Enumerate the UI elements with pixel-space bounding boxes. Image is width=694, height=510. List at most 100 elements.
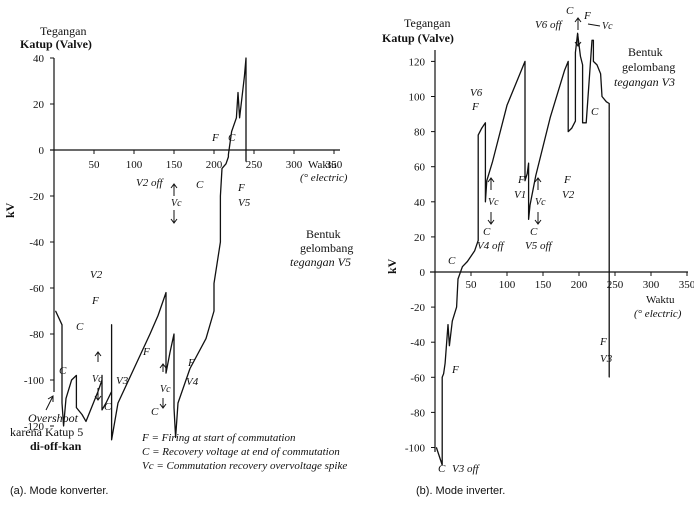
- a-arrow-up-3: [159, 363, 167, 372]
- a-overshoot-3: di-off-kan: [30, 439, 82, 453]
- b-series-line: [435, 32, 610, 466]
- b-ytick-label: 100: [409, 92, 426, 104]
- a-series-point: [244, 76, 245, 77]
- a-series-point: [213, 310, 215, 312]
- b-label-v6off: V6 off: [535, 19, 564, 31]
- a-series-point: [236, 117, 237, 119]
- b-series-point: [456, 306, 457, 308]
- a-series: [55, 57, 247, 441]
- a-series-point: [105, 402, 107, 404]
- a-label-f-4: F: [211, 132, 219, 144]
- a-xtick-label: 300: [286, 159, 303, 171]
- a-ytick-label: -60: [29, 283, 44, 295]
- a-xlabel-1: Waktu: [308, 159, 337, 171]
- b-xtick-label: 50: [466, 279, 478, 291]
- b-label-f-1: F: [471, 101, 479, 113]
- b-series-point: [461, 266, 463, 268]
- a-label-c-1: C: [76, 321, 84, 333]
- a-ytick-label: -120: [24, 421, 45, 433]
- a-series-point: [175, 437, 177, 438]
- b-label-c-5: C: [448, 255, 456, 267]
- b-series-point: [477, 134, 479, 136]
- a-overshoot-2: karena Katup 5: [10, 425, 83, 439]
- b-side-label-1: Bentuk: [628, 45, 663, 59]
- b-ylabel-title-1: Tegangan: [404, 16, 450, 30]
- b-series-point: [526, 173, 528, 175]
- a-caption: (a). Mode konverter.: [10, 485, 108, 497]
- a-series-point: [81, 414, 83, 415]
- a-series-point: [239, 117, 241, 119]
- b-ytick-label: -100: [405, 443, 426, 455]
- a-series-point: [173, 407, 175, 408]
- b-label-f-3: F: [563, 174, 571, 186]
- b-label-c-2: C: [530, 226, 538, 238]
- b-series-point: [486, 180, 488, 182]
- b-ytick-label: -40: [410, 337, 425, 349]
- a-ylabel-title-2: Katup (Valve): [20, 37, 92, 51]
- b-series-point: [608, 103, 610, 104]
- b-label-f-6: F: [599, 336, 607, 348]
- a-series-point: [111, 391, 112, 392]
- a-series-point: [111, 439, 112, 441]
- b-series: [435, 32, 610, 466]
- a-series-point: [149, 333, 151, 335]
- b-label-c-4: C: [591, 106, 599, 118]
- a-series-point: [221, 168, 223, 169]
- b-ytick-label: -20: [410, 302, 425, 314]
- a-xtick-label: 150: [166, 159, 183, 171]
- b-series-point: [549, 117, 551, 118]
- a-series-point: [213, 283, 215, 284]
- a-side-label-1: Bentuk: [306, 227, 341, 241]
- b-series-point: [528, 162, 529, 164]
- a-label-f-3: F: [187, 357, 195, 369]
- b-series-point: [567, 131, 569, 133]
- b-ytick-label: 40: [414, 197, 426, 209]
- b-series-point: [577, 32, 578, 34]
- b-series-point: [528, 218, 529, 220]
- a-series-point: [71, 379, 72, 381]
- a-label-vc-2: Vc: [160, 384, 171, 395]
- b-ytick-label: 20: [414, 232, 426, 244]
- a-series-point: [228, 156, 229, 158]
- b-label-f-2: F: [517, 174, 525, 186]
- b-y-ticks: 120 100 80 60 40 20 0 -20 -40 -60 -80 -100: [405, 56, 435, 455]
- b-series-point: [605, 101, 607, 103]
- a-series-point: [173, 333, 175, 335]
- a-series-point: [61, 324, 63, 326]
- b-label-vc-3: Vc: [602, 21, 613, 32]
- a-label-c-5: C: [196, 179, 204, 191]
- b-series-point: [580, 55, 581, 57]
- b-series-point: [451, 320, 453, 322]
- b-series-point: [467, 261, 468, 262]
- a-series-point: [117, 402, 119, 404]
- b-series-point: [449, 345, 450, 347]
- a-arrow-down-1: [170, 210, 178, 224]
- b-series-point: [517, 78, 519, 80]
- a-xtick-label: 50: [89, 159, 101, 171]
- b-series-point: [457, 278, 459, 280]
- a-arrow-up-1: [170, 183, 178, 196]
- b-arrow-down-1: [487, 212, 495, 225]
- b-series-point: [447, 324, 449, 326]
- panel-a: Tegangan Katup (Valve) kV 40200-20-40-60…: [3, 24, 353, 497]
- b-arrow-up-1: [487, 177, 495, 190]
- b-series-point: [535, 175, 537, 176]
- a-legend-vc: Vc = Commutation recovery overvoltage sp…: [142, 460, 347, 472]
- b-ylabel-title-2: Katup (Valve): [382, 31, 454, 45]
- a-label-f-v2: F: [91, 295, 99, 307]
- b-series-point: [436, 447, 437, 448]
- b-series-point: [593, 61, 594, 62]
- a-series-point: [220, 195, 221, 197]
- b-series-point: [506, 104, 508, 106]
- b-xlabel-2: (° electric): [634, 308, 682, 320]
- b-series-point: [477, 240, 479, 241]
- b-label-f-5: F: [451, 364, 459, 376]
- b-side-label-3: tegangan V3: [614, 75, 675, 89]
- a-y-ticks: 40 20 0 -20 -40 -60 -80 -100 -120: [24, 53, 54, 433]
- b-label-v2: V2: [562, 189, 575, 201]
- a-xtick-label: 350: [326, 159, 343, 171]
- b-arrows: [487, 17, 601, 225]
- a-x-ticks: 50 100 150 200 250 300 350: [89, 150, 343, 171]
- b-arrow-up-3: [574, 17, 582, 30]
